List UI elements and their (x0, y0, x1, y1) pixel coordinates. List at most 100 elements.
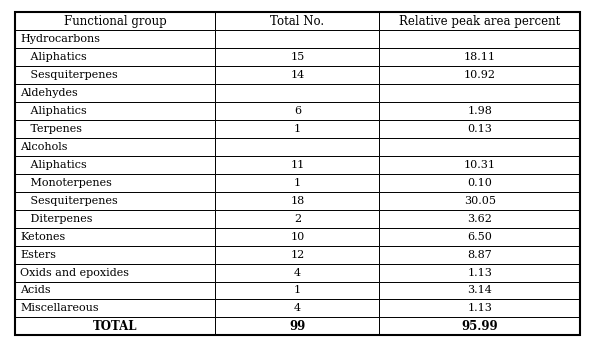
Bar (379, 192, 580, 209)
Bar (15, 192, 216, 209)
Bar (15, 66, 216, 84)
Bar (15, 138, 216, 156)
Bar (15, 30, 216, 48)
Text: Sesquiterpenes: Sesquiterpenes (21, 196, 118, 206)
Text: Functional group: Functional group (64, 14, 167, 28)
Text: Diterpenes: Diterpenes (21, 214, 93, 224)
Text: Aliphatics: Aliphatics (21, 160, 87, 170)
Bar (216, 120, 379, 138)
Text: Total No.: Total No. (270, 14, 325, 28)
Bar (15, 102, 216, 120)
Text: 99: 99 (289, 320, 306, 333)
Text: 0.10: 0.10 (467, 178, 492, 188)
Text: Relative peak area percent: Relative peak area percent (399, 14, 560, 28)
Bar (379, 48, 580, 66)
Bar (216, 318, 379, 335)
Bar (379, 209, 580, 228)
Text: 6.50: 6.50 (467, 232, 492, 241)
Bar (379, 246, 580, 264)
Bar (379, 120, 580, 138)
Text: Monoterpenes: Monoterpenes (21, 178, 112, 188)
Text: Hydrocarbons: Hydrocarbons (21, 34, 100, 44)
Bar (216, 156, 379, 174)
Bar (379, 102, 580, 120)
Bar (216, 300, 379, 318)
Text: 3.62: 3.62 (467, 214, 492, 224)
Text: Sesquiterpenes: Sesquiterpenes (21, 70, 118, 80)
Bar (15, 12, 216, 30)
Text: 12: 12 (290, 249, 305, 260)
Text: Miscellareous: Miscellareous (21, 303, 99, 313)
Bar (15, 120, 216, 138)
Text: 11: 11 (290, 160, 305, 170)
Text: 18.11: 18.11 (464, 52, 496, 62)
Text: Aliphatics: Aliphatics (21, 106, 87, 116)
Text: 2: 2 (294, 214, 301, 224)
Bar (379, 281, 580, 300)
Text: 8.87: 8.87 (468, 249, 492, 260)
Bar (216, 174, 379, 192)
Text: 10.92: 10.92 (464, 70, 496, 80)
Bar (216, 246, 379, 264)
Text: 6: 6 (294, 106, 301, 116)
Bar (379, 138, 580, 156)
Text: 1: 1 (294, 178, 301, 188)
Bar (15, 246, 216, 264)
Bar (379, 318, 580, 335)
Bar (15, 228, 216, 246)
Text: Esters: Esters (21, 249, 57, 260)
Bar (216, 281, 379, 300)
Bar (216, 30, 379, 48)
Bar (15, 48, 216, 66)
Bar (216, 84, 379, 102)
Bar (379, 264, 580, 281)
Text: Aliphatics: Aliphatics (21, 52, 87, 62)
Text: 95.99: 95.99 (462, 320, 498, 333)
Text: 3.14: 3.14 (467, 286, 492, 295)
Bar (379, 228, 580, 246)
Bar (216, 138, 379, 156)
Bar (379, 12, 580, 30)
Bar (379, 30, 580, 48)
Bar (15, 318, 216, 335)
Bar (216, 66, 379, 84)
Text: TOTAL: TOTAL (93, 320, 137, 333)
Bar (216, 209, 379, 228)
Bar (216, 102, 379, 120)
Bar (216, 264, 379, 281)
Text: 14: 14 (290, 70, 305, 80)
Bar (15, 300, 216, 318)
Bar (15, 209, 216, 228)
Text: 18: 18 (290, 196, 305, 206)
Text: Oxids and epoxides: Oxids and epoxides (21, 268, 130, 278)
Bar (379, 174, 580, 192)
Text: 1.98: 1.98 (467, 106, 492, 116)
Bar (379, 300, 580, 318)
Bar (216, 48, 379, 66)
Text: Acids: Acids (21, 286, 51, 295)
Text: Terpenes: Terpenes (21, 124, 82, 134)
Text: Alcohols: Alcohols (21, 142, 68, 152)
Text: 4: 4 (294, 303, 301, 313)
Text: 1.13: 1.13 (467, 268, 492, 278)
Text: 1: 1 (294, 286, 301, 295)
Text: 10: 10 (290, 232, 305, 241)
Text: 15: 15 (290, 52, 305, 62)
Text: 10.31: 10.31 (464, 160, 496, 170)
Bar (379, 66, 580, 84)
Bar (15, 281, 216, 300)
Text: Aldehydes: Aldehydes (21, 88, 78, 98)
Text: 1.13: 1.13 (467, 303, 492, 313)
Bar (379, 84, 580, 102)
Text: Ketones: Ketones (21, 232, 65, 241)
Bar (15, 156, 216, 174)
Text: 0.13: 0.13 (467, 124, 492, 134)
Text: 30.05: 30.05 (464, 196, 496, 206)
Text: 4: 4 (294, 268, 301, 278)
Bar (379, 156, 580, 174)
Bar (216, 228, 379, 246)
Bar (216, 12, 379, 30)
Bar (15, 264, 216, 281)
Bar (15, 174, 216, 192)
Bar (216, 192, 379, 209)
